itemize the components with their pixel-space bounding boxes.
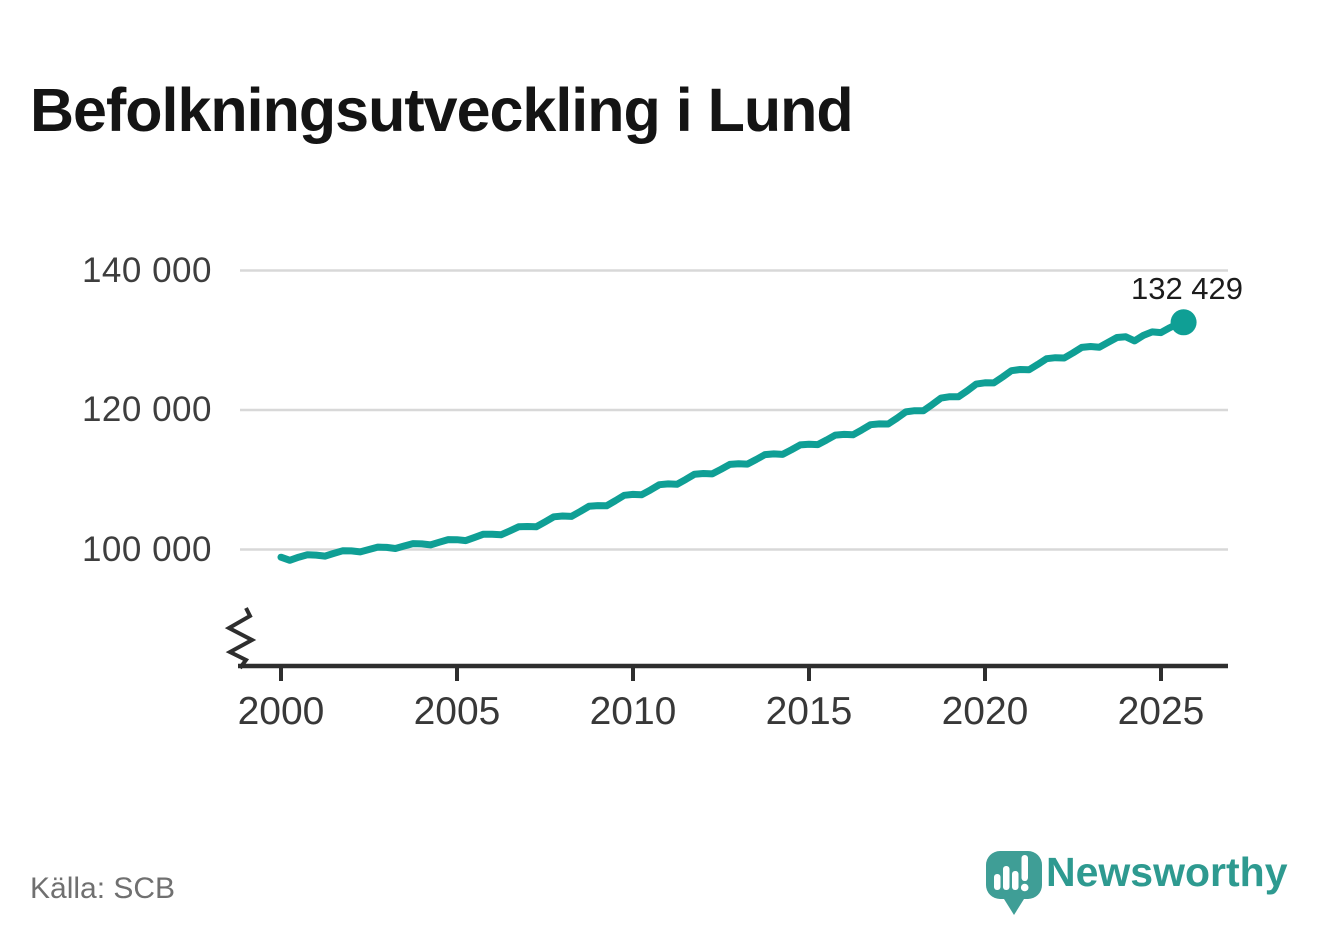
y-axis-tick-label: 120 000 [81, 390, 212, 429]
x-axis-tick-label: 2005 [413, 690, 501, 733]
x-axis-tick-label: 2010 [589, 690, 677, 733]
page-title: Befolkningsutveckling i Lund [30, 75, 854, 144]
y-axis-tick-label: 100 000 [81, 529, 212, 569]
brand-name: Newsworthy [1046, 849, 1288, 895]
x-axis-tick-label: 2020 [941, 690, 1029, 733]
x-axis-tick-label: 2015 [765, 690, 853, 733]
gridlines [240, 269, 1228, 551]
exclamation-glyph [1020, 855, 1029, 892]
end-value-label: 132 429 [1130, 271, 1244, 306]
y-axis-tick-label: 140 000 [81, 250, 212, 290]
x-axis-tick-label: 2000 [237, 690, 325, 733]
end-point-marker [1170, 309, 1197, 336]
newsworthy-logo: Newsworthy [975, 840, 1305, 925]
series [277, 309, 1197, 564]
newsworthy-logo-icon [986, 851, 1042, 915]
axis-break-icon [224, 607, 257, 670]
x-axis [238, 663, 1228, 681]
bar-chart-glyph [994, 866, 1019, 890]
population-series-line [277, 319, 1183, 564]
x-axis-tick-label: 2025 [1117, 690, 1205, 733]
source-label: Källa: SCB [30, 872, 176, 905]
